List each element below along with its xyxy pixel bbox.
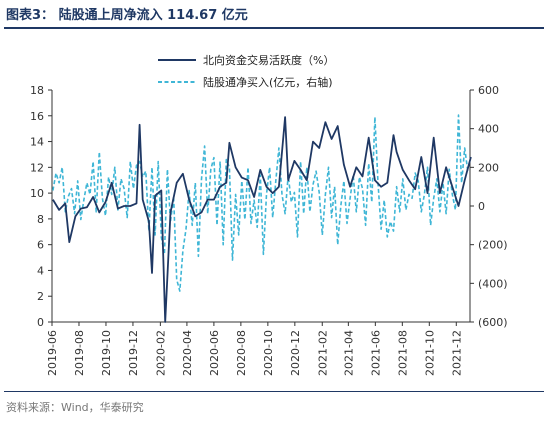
legend-label: 陆股通净买入(亿元，右轴) (203, 75, 333, 89)
right-axis-tick-label: 400 (478, 123, 499, 136)
right-axis-tick-label: (400) (478, 277, 508, 290)
right-axis-tick-label: 0 (478, 200, 485, 213)
chart-legend: 北向资金交易活跃度（%） 陆股通净买入(亿元，右轴) (158, 53, 334, 89)
left-axis-tick-label: 8 (37, 213, 44, 226)
legend-label: 北向资金交易活跃度（%） (203, 53, 334, 67)
left-axis-tick-label: 0 (37, 316, 44, 329)
right-axis-tick-label: 200 (478, 161, 499, 174)
x-axis-tick-label: 2020-04 (181, 330, 194, 376)
bottom-rule (4, 391, 544, 392)
left-axis-tick-label: 2 (37, 290, 44, 303)
series-line-activity (52, 116, 472, 323)
left-axis-tick-label: 6 (37, 239, 44, 252)
x-axis-tick-label: 2021-12 (450, 330, 463, 376)
x-axis-tick-label: 2021-06 (369, 330, 382, 376)
x-axis-tick-label: 2021-10 (423, 330, 436, 376)
x-axis-tick-label: 2021-08 (396, 330, 409, 376)
chart-axes: 0 2 4 6 8 10 12 14 16 18 (600) (400) (200) 0 200 400 600… (30, 84, 508, 376)
left-axis-tick-label: 4 (37, 264, 44, 277)
x-axis-tick-label: 2020-02 (154, 330, 167, 376)
x-axis-tick-label: 2019-08 (73, 330, 86, 376)
left-axis-tick-label: 10 (30, 187, 44, 200)
x-axis-tick-label: 2021-04 (342, 330, 355, 376)
left-axis-tick-label: 18 (30, 84, 44, 97)
figure-title: 图表3： 陆股通上周净流入 114.67 亿元 (6, 8, 248, 23)
left-axis-tick-label: 14 (30, 136, 44, 149)
x-axis-tick-label: 2021-02 (316, 330, 329, 376)
right-axis-tick-label: (200) (478, 239, 508, 252)
chart-series-layer (52, 114, 472, 323)
x-axis-tick-label: 2019-12 (127, 330, 140, 376)
x-axis-tick-label: 2020-12 (289, 330, 302, 376)
x-axis-tick-label: 2020-06 (208, 330, 221, 376)
right-axis-tick-label: (600) (478, 316, 508, 329)
x-axis-tick-label: 2019-06 (46, 330, 59, 376)
x-axis-tick-label: 2020-10 (262, 330, 275, 376)
series-line-net-buy (52, 114, 469, 292)
x-axis-tick-label: 2020-08 (235, 330, 248, 376)
right-axis-tick-label: 600 (478, 84, 499, 97)
x-axis-tick-label: 2019-10 (100, 330, 113, 376)
title-rule (4, 27, 544, 29)
left-axis-tick-label: 12 (30, 161, 44, 174)
source-note: 资料来源：Wind，华泰研究 (6, 401, 144, 414)
left-axis-tick-label: 16 (30, 110, 44, 123)
